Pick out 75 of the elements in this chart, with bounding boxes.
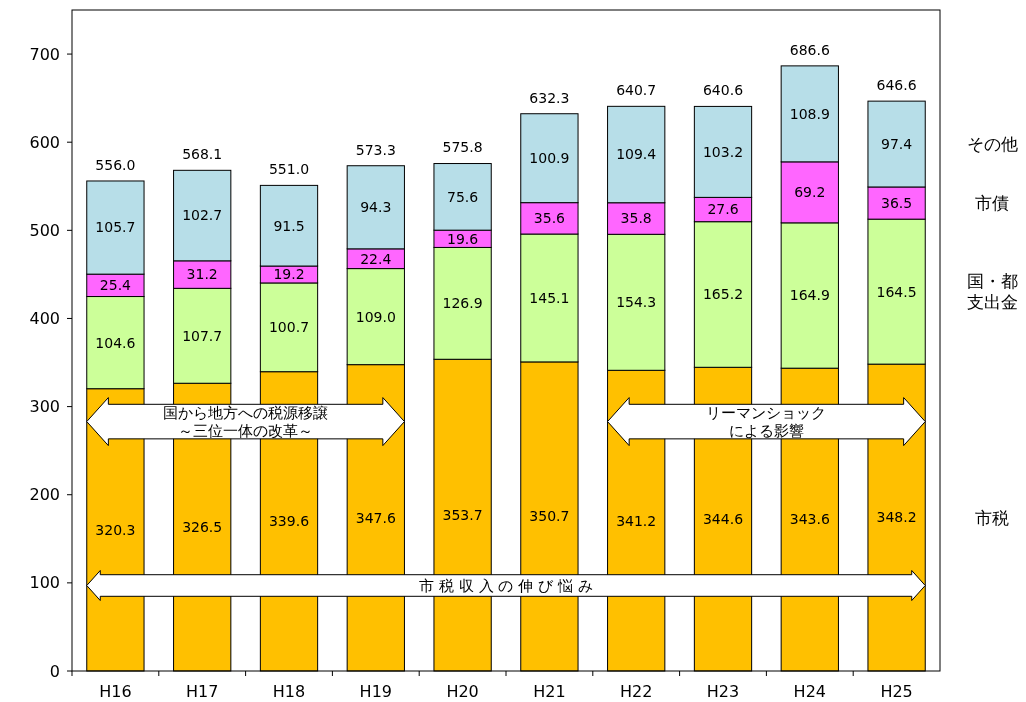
data-label: 97.4: [881, 135, 913, 152]
data-label: 104.6: [95, 334, 136, 351]
annotation: 国から地方への税源移譲～三位一体の改革～: [163, 403, 329, 440]
data-label: 145.1: [529, 289, 570, 306]
data-label: 341.2: [616, 512, 657, 529]
x-tick-label: H23: [706, 681, 740, 701]
y-tick-label: 500: [29, 220, 60, 240]
x-tick-label: H16: [99, 681, 132, 701]
data-label: 344.6: [702, 511, 744, 528]
text: その他: [966, 134, 1018, 154]
y-tick-label: 200: [29, 485, 60, 505]
x-tick-label: H24: [793, 681, 826, 701]
data-label: 19.2: [273, 266, 305, 283]
data-label: 165.2: [702, 286, 744, 303]
data-label: 35.6: [533, 210, 566, 227]
x-tick-label: H17: [186, 681, 219, 701]
total-label: 551.0: [268, 161, 310, 178]
annotation: リーマンショックによる影響: [706, 403, 827, 440]
y-tick-label: 300: [29, 397, 60, 417]
data-label: 126.9: [442, 295, 483, 312]
data-label: 102.7: [182, 207, 223, 224]
data-label: 108.9: [789, 105, 830, 122]
data-label: 22.4: [360, 250, 392, 267]
data-label: 19.6: [447, 230, 479, 247]
annotation: 市 税 収 入 の 伸 び 悩 み: [419, 576, 593, 595]
data-label: 100.7: [268, 319, 310, 336]
y-tick-label: 400: [29, 309, 60, 329]
x-tick-label: H20: [446, 681, 479, 701]
data-label: 36.5: [881, 194, 913, 211]
data-label: 343.6: [789, 511, 830, 528]
x-tick-label: H22: [620, 681, 653, 701]
data-label: 154.3: [616, 294, 657, 311]
total-label: 632.3: [529, 89, 570, 106]
x-tick-label: H21: [533, 681, 566, 701]
data-label: 103.2: [702, 143, 744, 160]
data-label: 164.9: [789, 287, 830, 304]
total-label: 568.1: [182, 146, 223, 163]
y-tick-label: 100: [29, 573, 60, 593]
data-label: 75.6: [447, 188, 479, 205]
text: 国・都支出金: [966, 271, 1018, 312]
data-label: 339.6: [268, 513, 310, 530]
x-tick-label: H18: [272, 681, 306, 701]
data-label: 109.4: [616, 146, 657, 163]
data-label: 164.5: [876, 283, 917, 300]
data-label: 94.3: [360, 199, 392, 216]
data-label: 91.5: [273, 217, 305, 234]
text: 市税: [975, 507, 1009, 528]
total-label: 640.6: [702, 82, 744, 99]
data-label: 107.7: [182, 327, 223, 344]
total-label: 640.7: [616, 82, 657, 99]
data-label: 353.7: [442, 507, 483, 524]
y-tick-label: 700: [29, 44, 60, 64]
data-label: 320.3: [95, 521, 136, 538]
total-label: 575.8: [442, 139, 483, 156]
data-label: 69.2: [794, 184, 826, 201]
data-label: 25.4: [99, 277, 132, 294]
text: 市債: [975, 193, 1009, 214]
data-label: 100.9: [529, 150, 570, 167]
data-label: 109.0: [355, 308, 396, 325]
total-label: 573.3: [355, 141, 396, 158]
data-label: 27.6: [707, 201, 739, 218]
y-tick-label: 600: [29, 132, 60, 152]
total-label: 556.0: [95, 156, 136, 173]
data-label: 31.2: [186, 266, 218, 283]
data-label: 35.8: [620, 210, 652, 227]
total-label: 646.6: [876, 77, 917, 94]
data-label: 105.7: [95, 219, 136, 236]
x-tick-label: H25: [880, 681, 913, 701]
data-label: 326.5: [182, 519, 223, 536]
y-tick-label: 0: [49, 661, 60, 681]
x-tick-label: H19: [359, 681, 392, 701]
total-label: 686.6: [789, 41, 830, 58]
data-label: 347.6: [355, 509, 396, 526]
data-label: 350.7: [529, 508, 570, 525]
data-label: 348.2: [876, 509, 917, 526]
